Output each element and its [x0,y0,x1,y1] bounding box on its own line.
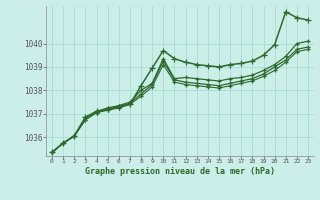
X-axis label: Graphe pression niveau de la mer (hPa): Graphe pression niveau de la mer (hPa) [85,167,275,176]
